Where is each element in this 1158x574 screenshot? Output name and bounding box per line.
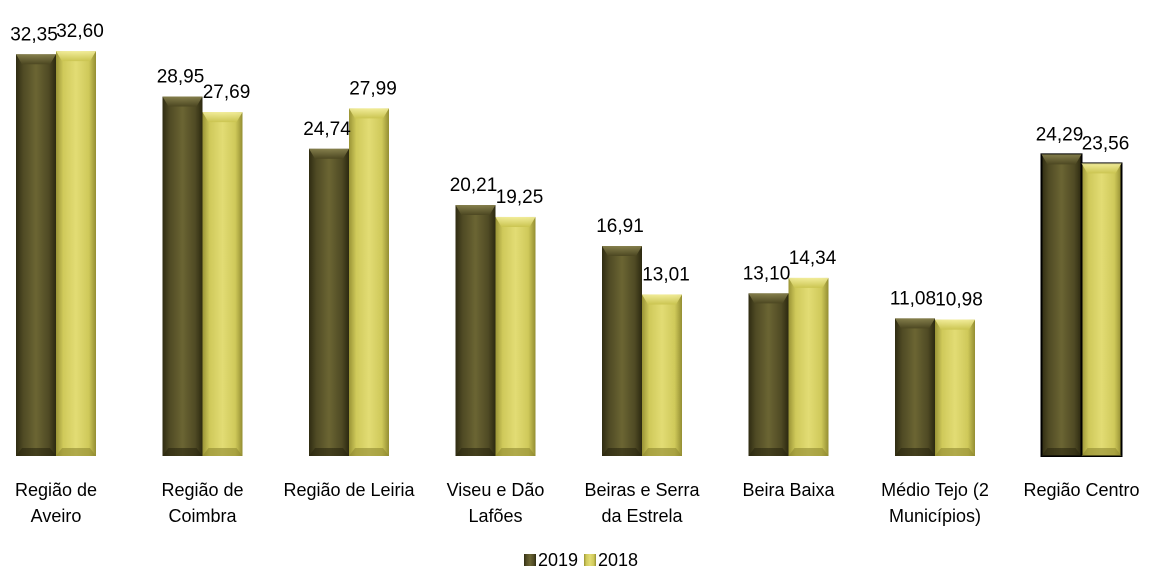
legend-label-2019: 2019 [538, 550, 578, 570]
bar-top-bevel-2018-8 [1081, 163, 1122, 174]
category-label: Região de [15, 480, 97, 500]
bar-top-bevel-2019-6 [748, 293, 789, 304]
bar-bottom-bevel-2018-6 [788, 448, 829, 456]
bar-2018-4 [495, 216, 536, 456]
value-label: 20,21 [450, 175, 498, 196]
bar-2019-6 [748, 293, 789, 456]
bar-2019-7 [895, 318, 935, 456]
bar-bottom-bevel-2018-1 [56, 448, 96, 456]
value-label: 19,25 [496, 187, 544, 208]
value-label: 32,35 [10, 24, 58, 45]
bar-top-bevel-2018-4 [495, 216, 536, 227]
bar-top-bevel-2019-3 [309, 148, 349, 159]
category-labels-layer: Região de Aveiro Região de Coimbra Região de… [15, 480, 1140, 526]
bar-top-bevel-2018-6 [788, 277, 829, 288]
bar-2018-7 [935, 319, 975, 456]
value-label: 27,99 [349, 78, 397, 99]
category-label: Municípios) [889, 506, 981, 526]
bar-2019-5 [602, 246, 642, 456]
category-label: Região de [161, 480, 243, 500]
value-label: 14,34 [789, 248, 837, 269]
value-label: 32,60 [56, 21, 104, 42]
value-label: 13,01 [642, 264, 690, 285]
bar-bottom-bevel-2019-1 [16, 448, 56, 456]
bar-2019-1 [16, 54, 56, 456]
legend-swatch-2019 [524, 554, 536, 566]
bar-bottom-bevel-2019-2 [162, 448, 203, 456]
bar-top-bevel-2018-7 [935, 319, 975, 330]
value-label: 24,74 [303, 119, 351, 140]
bar-bottom-bevel-2018-8 [1081, 448, 1122, 456]
value-label: 11,08 [890, 288, 936, 309]
category-label: Médio Tejo (2 [881, 480, 989, 500]
bar-bottom-bevel-2019-7 [895, 448, 935, 456]
bar-top-bevel-2019-5 [602, 246, 642, 257]
bar-top-bevel-2019-4 [455, 205, 496, 216]
bar-bottom-bevel-2019-6 [748, 448, 789, 456]
bar-top-bevel-2018-5 [642, 294, 682, 305]
bar-bottom-bevel-2019-3 [309, 448, 349, 456]
value-label: 10,98 [935, 290, 983, 311]
category-label: Aveiro [31, 506, 82, 526]
category-label: Beira Baixa [742, 480, 835, 500]
bar-top-bevel-2019-2 [162, 96, 203, 107]
bar-2019-2 [162, 96, 203, 456]
value-label: 24,29 [1036, 124, 1084, 145]
bar-bottom-bevel-2019-4 [455, 448, 496, 456]
bar-2018-6 [788, 277, 829, 456]
value-label: 28,95 [157, 67, 205, 88]
bar-top-bevel-2018-1 [56, 51, 96, 62]
legend: 2019 2018 [524, 550, 638, 570]
value-label: 27,69 [203, 82, 251, 103]
value-label: 23,56 [1082, 133, 1130, 154]
bars-layer [16, 51, 1123, 458]
category-label: da Estrela [601, 506, 683, 526]
bar-top-bevel-2018-2 [202, 112, 243, 123]
bar-bottom-bevel-2019-8 [1041, 448, 1082, 456]
bar-top-bevel-2019-1 [16, 54, 56, 65]
bar-2018-5 [642, 294, 682, 456]
value-label: 13,10 [743, 263, 791, 284]
legend-swatch-2018 [584, 554, 596, 566]
category-label: Coimbra [168, 506, 237, 526]
bar-bottom-bevel-2018-4 [495, 448, 536, 456]
category-label: Viseu e Dão [447, 480, 545, 500]
bar-2019-4 [455, 205, 496, 456]
bar-bottom-bevel-2018-2 [202, 448, 243, 456]
bar-2018-8 [1080, 162, 1123, 458]
bar-top-bevel-2018-3 [349, 108, 389, 119]
bar-2019-3 [309, 148, 349, 457]
category-label: Beiras e Serra [584, 480, 700, 500]
bar-bottom-bevel-2018-5 [642, 448, 682, 456]
bar-2018-2 [202, 112, 243, 456]
bar-bottom-bevel-2019-5 [602, 448, 642, 456]
bar-bottom-bevel-2018-7 [935, 448, 975, 456]
bar-top-bevel-2019-7 [895, 318, 935, 329]
bar-2018-1 [56, 51, 96, 457]
legend-label-2018: 2018 [598, 550, 638, 570]
category-label: Região Centro [1023, 480, 1139, 500]
bar-2019-8 [1040, 153, 1083, 457]
category-label: Região de Leiria [283, 480, 415, 500]
bar-2018-3 [349, 108, 389, 457]
bar-top-bevel-2019-8 [1041, 154, 1082, 165]
value-label: 16,91 [596, 216, 644, 237]
bar-bottom-bevel-2018-3 [349, 448, 389, 456]
category-label: Lafões [468, 506, 522, 526]
